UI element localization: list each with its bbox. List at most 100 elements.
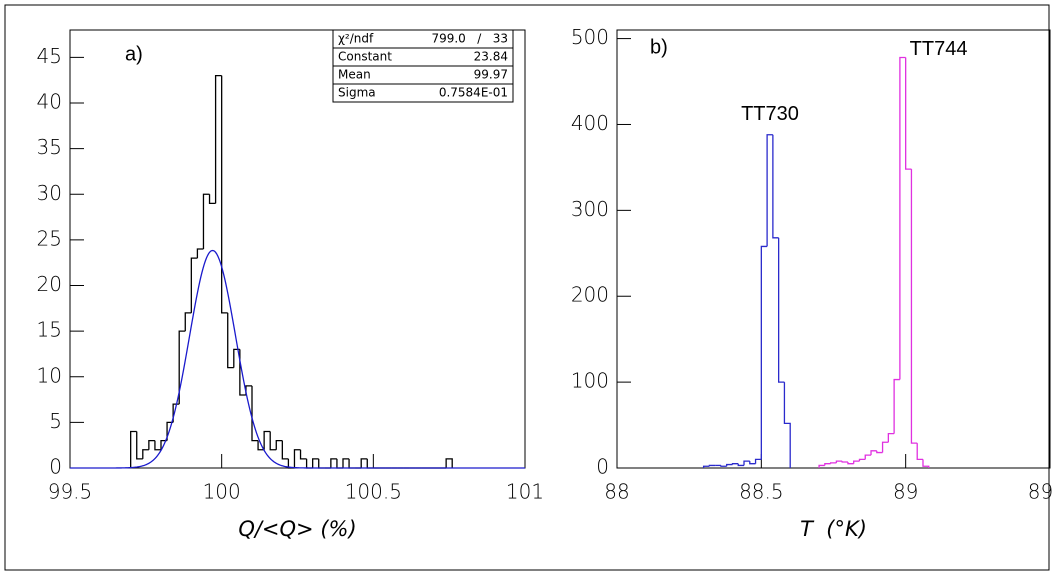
histogram-bin [835, 460, 843, 463]
histogram-bin [318, 458, 325, 469]
histogram-bin [269, 431, 277, 451]
stats-label: Mean [338, 68, 371, 82]
histogram-bin [142, 449, 149, 459]
histogram-bin [772, 134, 779, 239]
histogram-bin [148, 439, 155, 450]
histogram-bin [342, 458, 350, 468]
histogram-bin [708, 464, 716, 467]
histogram-bin [893, 378, 900, 434]
histogram-bin [760, 245, 768, 460]
panel-annotation: a) [125, 43, 143, 65]
histogram-bin [348, 458, 356, 469]
histogram-bin [876, 450, 883, 454]
histogram-bin [726, 463, 733, 467]
y-tick-label: 10 [37, 363, 62, 387]
y-tick-label: 400 [571, 111, 609, 135]
y-tick-label: 0 [49, 455, 62, 479]
histogram-bin [208, 194, 216, 205]
histogram-bin [887, 432, 895, 443]
histogram-bin [312, 458, 319, 468]
histogram-bin [366, 458, 374, 469]
histogram-bin [766, 134, 773, 247]
y-tick-label: 0 [596, 455, 609, 479]
histogram-bin [853, 460, 860, 464]
histogram-bin [251, 385, 259, 442]
y-tick-label: 30 [37, 181, 62, 205]
histogram-bin [841, 461, 848, 463]
stats-value: 99.97 [474, 68, 508, 82]
x-axis-label: Q/<Q> (%) [238, 517, 356, 541]
histogram-bin [737, 463, 745, 467]
y-tick-label: 15 [37, 318, 62, 342]
histogram-bin [257, 440, 265, 451]
histogram-bin [829, 462, 837, 464]
histogram-bin [778, 237, 785, 383]
x-tick-label: 88 [604, 480, 629, 504]
stats-label: χ²/ndf [338, 32, 374, 46]
series-label: TT730 [741, 103, 799, 125]
histogram-bin [239, 349, 246, 396]
stats-label: Constant [338, 50, 392, 64]
histogram-bin [293, 449, 301, 468]
plot-frame [616, 29, 1051, 469]
histogram-bin [754, 458, 762, 464]
y-tick-label: 25 [37, 226, 62, 250]
histogram-bin [905, 57, 912, 170]
histogram-bin [847, 461, 854, 465]
histogram-bin [870, 450, 877, 456]
outer-frame [4, 4, 1050, 571]
histogram-bin [154, 440, 161, 451]
histogram-bin [910, 169, 918, 444]
histogram-bin [720, 465, 727, 467]
x-tick-label: 89.5 [1028, 480, 1054, 504]
histogram-bin [336, 458, 343, 469]
y-tick-label: 5 [49, 409, 62, 433]
histogram-bin [749, 461, 756, 465]
histogram-bin [221, 75, 228, 314]
histogram-bin [227, 312, 234, 369]
histogram-bin [305, 458, 313, 469]
stats-value: 23.84 [474, 50, 508, 64]
x-tick-label: 99.5 [48, 480, 93, 504]
y-tick-label: 45 [37, 44, 62, 68]
y-tick-label: 100 [571, 369, 609, 393]
histogram-bin [281, 440, 289, 460]
series-label: TT744 [910, 38, 968, 60]
fit-curve [70, 249, 525, 469]
y-tick-label: 200 [571, 283, 609, 307]
histogram-bin [178, 330, 186, 405]
x-tick-label: 101 [506, 480, 544, 504]
histogram-bin [743, 460, 750, 466]
x-tick-label: 88.5 [739, 480, 784, 504]
stats-value: 799.0 / 33 [431, 32, 508, 46]
x-tick-label: 100 [203, 480, 241, 504]
histogram-bin [275, 439, 283, 450]
y-tick-label: 40 [37, 90, 62, 114]
histogram-bin [864, 454, 872, 460]
histogram-bin [202, 193, 210, 249]
histogram-bin [922, 459, 930, 468]
histogram-bin [214, 74, 222, 204]
histogram-bin [184, 312, 192, 332]
histogram-bin [196, 248, 204, 259]
histogram-bin [190, 257, 198, 313]
histogram-bin [299, 449, 307, 460]
histogram-bin [702, 465, 710, 468]
x-tick-label: 100.5 [345, 480, 402, 504]
histogram-bin [136, 431, 143, 460]
x-tick-label: 89 [893, 480, 918, 504]
histogram-bin [360, 458, 368, 468]
y-tick-label: 35 [37, 135, 62, 159]
histogram-bin [330, 458, 337, 468]
histogram-bin [783, 382, 791, 468]
histogram-bin [916, 443, 923, 461]
y-tick-label: 20 [37, 272, 62, 296]
histogram-bin [263, 430, 271, 450]
y-tick-label: 300 [571, 197, 609, 221]
histogram-bin [824, 463, 831, 466]
histogram-bin [445, 458, 453, 468]
histogram-bin [818, 464, 825, 468]
histogram-bin [731, 463, 739, 465]
stats-label: Sigma [338, 86, 376, 100]
